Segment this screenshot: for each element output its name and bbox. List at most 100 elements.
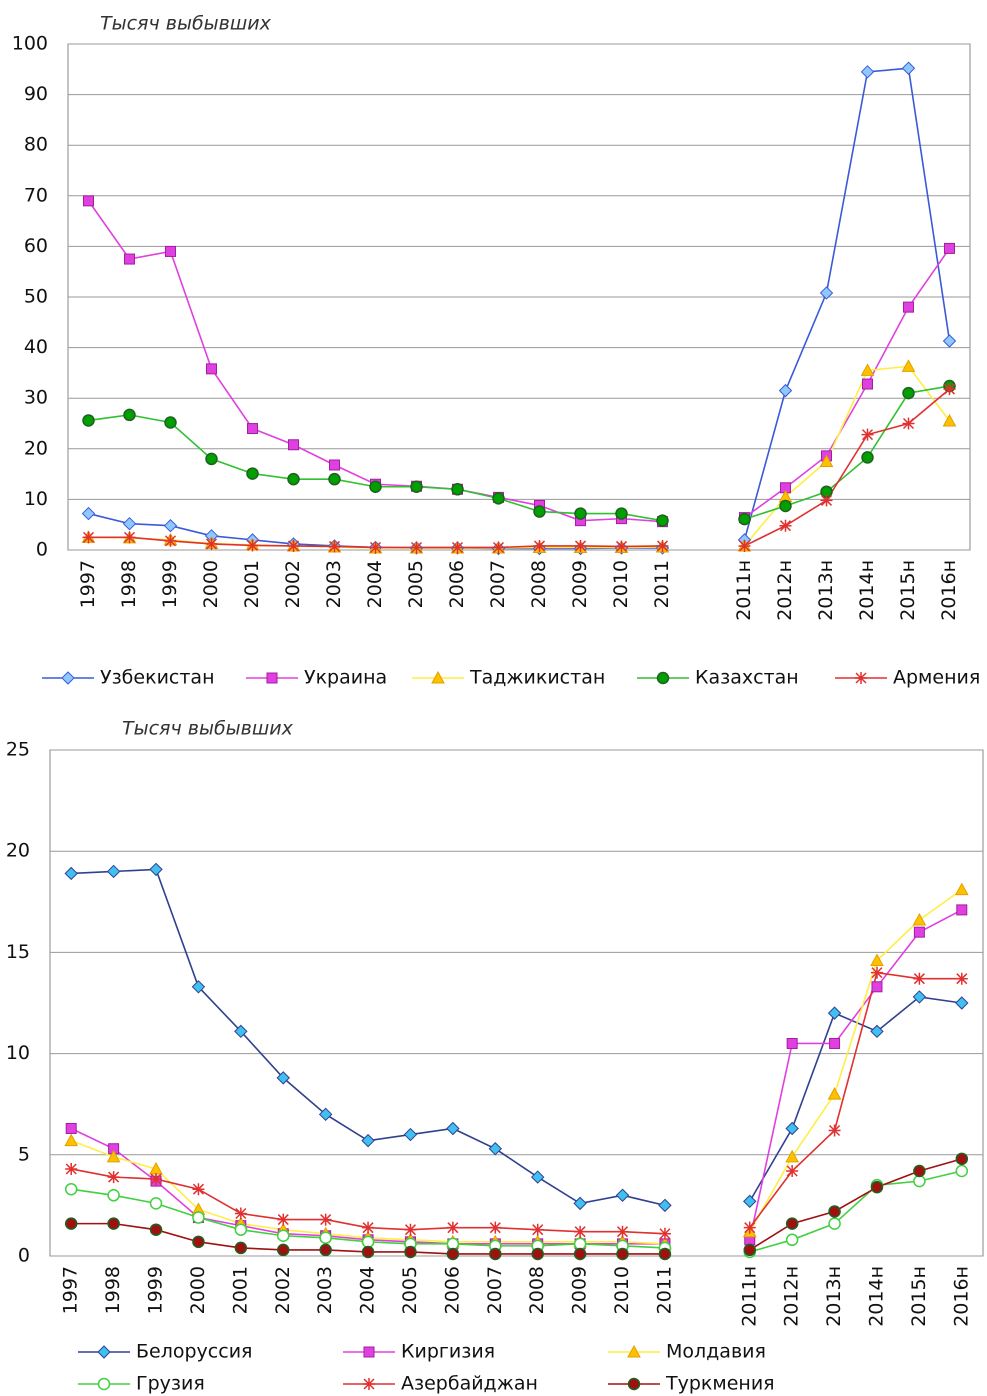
x-tick-label: 2014н [856, 560, 878, 621]
marker [574, 1225, 587, 1238]
legend-label: Таджикистан [469, 667, 605, 689]
marker [65, 1162, 78, 1175]
marker [860, 65, 875, 79]
marker [403, 1127, 418, 1142]
marker [870, 1024, 884, 1039]
marker [361, 1235, 375, 1249]
y-tick-label: 15 [6, 941, 30, 963]
marker [942, 334, 957, 348]
marker [277, 1243, 290, 1257]
x-tick-label: 2011 [651, 560, 673, 608]
x-tick-label: 2005 [399, 1266, 421, 1314]
x-tick-label: 2001 [241, 560, 263, 608]
marker [615, 507, 628, 520]
marker [246, 467, 259, 480]
marker [743, 1194, 757, 1209]
marker [827, 1087, 842, 1100]
marker [786, 1164, 799, 1177]
x-tick-label: 2015н [897, 560, 919, 621]
marker [956, 904, 968, 916]
marker [164, 534, 177, 547]
marker [870, 1180, 884, 1194]
legend-label: Белоруссия [136, 1341, 252, 1363]
marker [82, 414, 95, 427]
marker [656, 514, 669, 527]
marker [206, 363, 217, 375]
legend-marker [431, 670, 445, 684]
marker [861, 451, 874, 464]
marker [615, 540, 628, 553]
x-tick-label: 2002 [282, 560, 304, 608]
legend-label: Армения [893, 667, 980, 689]
marker [743, 1221, 756, 1234]
x-tick-label: 2016н [950, 1266, 972, 1327]
legend-marker [855, 672, 867, 684]
x-tick-label: 2008 [526, 1266, 548, 1314]
marker [573, 1196, 587, 1211]
legend-label: Узбекистан [100, 667, 215, 689]
marker [955, 972, 968, 985]
y-tick-label: 50 [24, 286, 48, 308]
legend-marker [97, 1377, 111, 1391]
marker [163, 519, 178, 533]
legend-label: Туркмения [665, 1373, 775, 1395]
x-tick-label: 2015н [908, 1266, 930, 1327]
legend-marker [627, 1377, 641, 1391]
x-tick-label: 2011н [733, 560, 755, 621]
marker [192, 1235, 205, 1249]
marker [404, 1245, 417, 1259]
marker [318, 1107, 333, 1122]
marker [738, 539, 751, 552]
x-tick-label: 2003 [314, 1266, 336, 1314]
marker [124, 253, 135, 265]
marker [451, 541, 464, 554]
x-tick-label: 2013н [823, 1266, 845, 1327]
marker [658, 1198, 672, 1213]
legend-label: Украина [304, 667, 387, 689]
x-tick-label: 2001 [229, 1266, 251, 1314]
marker [247, 423, 258, 435]
marker [870, 966, 883, 979]
marker [616, 1225, 629, 1238]
marker [106, 864, 121, 879]
y-tick-label: 100 [12, 33, 48, 55]
legend-label: Молдавия [666, 1341, 766, 1363]
legend-marker [97, 1345, 111, 1359]
marker [64, 1133, 79, 1147]
marker [533, 539, 546, 552]
marker [530, 1170, 545, 1184]
marker [328, 540, 341, 553]
marker [913, 1164, 926, 1178]
y-tick-label: 10 [24, 488, 48, 510]
x-tick-label: 1997 [60, 1266, 82, 1314]
y-tick-label: 40 [24, 336, 48, 358]
marker [912, 912, 927, 926]
marker [902, 417, 915, 430]
marker [149, 1223, 163, 1236]
marker [819, 454, 834, 467]
marker [446, 1121, 460, 1136]
marker [319, 1231, 332, 1245]
x-tick-label: 2014н [865, 1266, 887, 1327]
marker [738, 512, 751, 526]
marker [531, 1223, 544, 1236]
plot-area [49, 749, 984, 1257]
x-tick-label: 2005 [405, 560, 427, 608]
marker [862, 378, 873, 390]
legend-marker [61, 671, 75, 685]
marker [912, 990, 927, 1004]
marker [361, 1133, 375, 1148]
marker [287, 472, 300, 486]
y-tick-label: 60 [24, 235, 48, 257]
y-tick-label: 0 [36, 539, 48, 561]
x-tick-label: 2002 [272, 1266, 294, 1314]
marker [955, 996, 969, 1010]
series-line [71, 1158, 963, 1255]
marker [828, 1124, 841, 1137]
marker [785, 1217, 799, 1230]
marker [492, 492, 505, 505]
marker [827, 1006, 842, 1020]
marker [81, 506, 96, 521]
marker [64, 1182, 78, 1196]
marker [82, 531, 95, 544]
